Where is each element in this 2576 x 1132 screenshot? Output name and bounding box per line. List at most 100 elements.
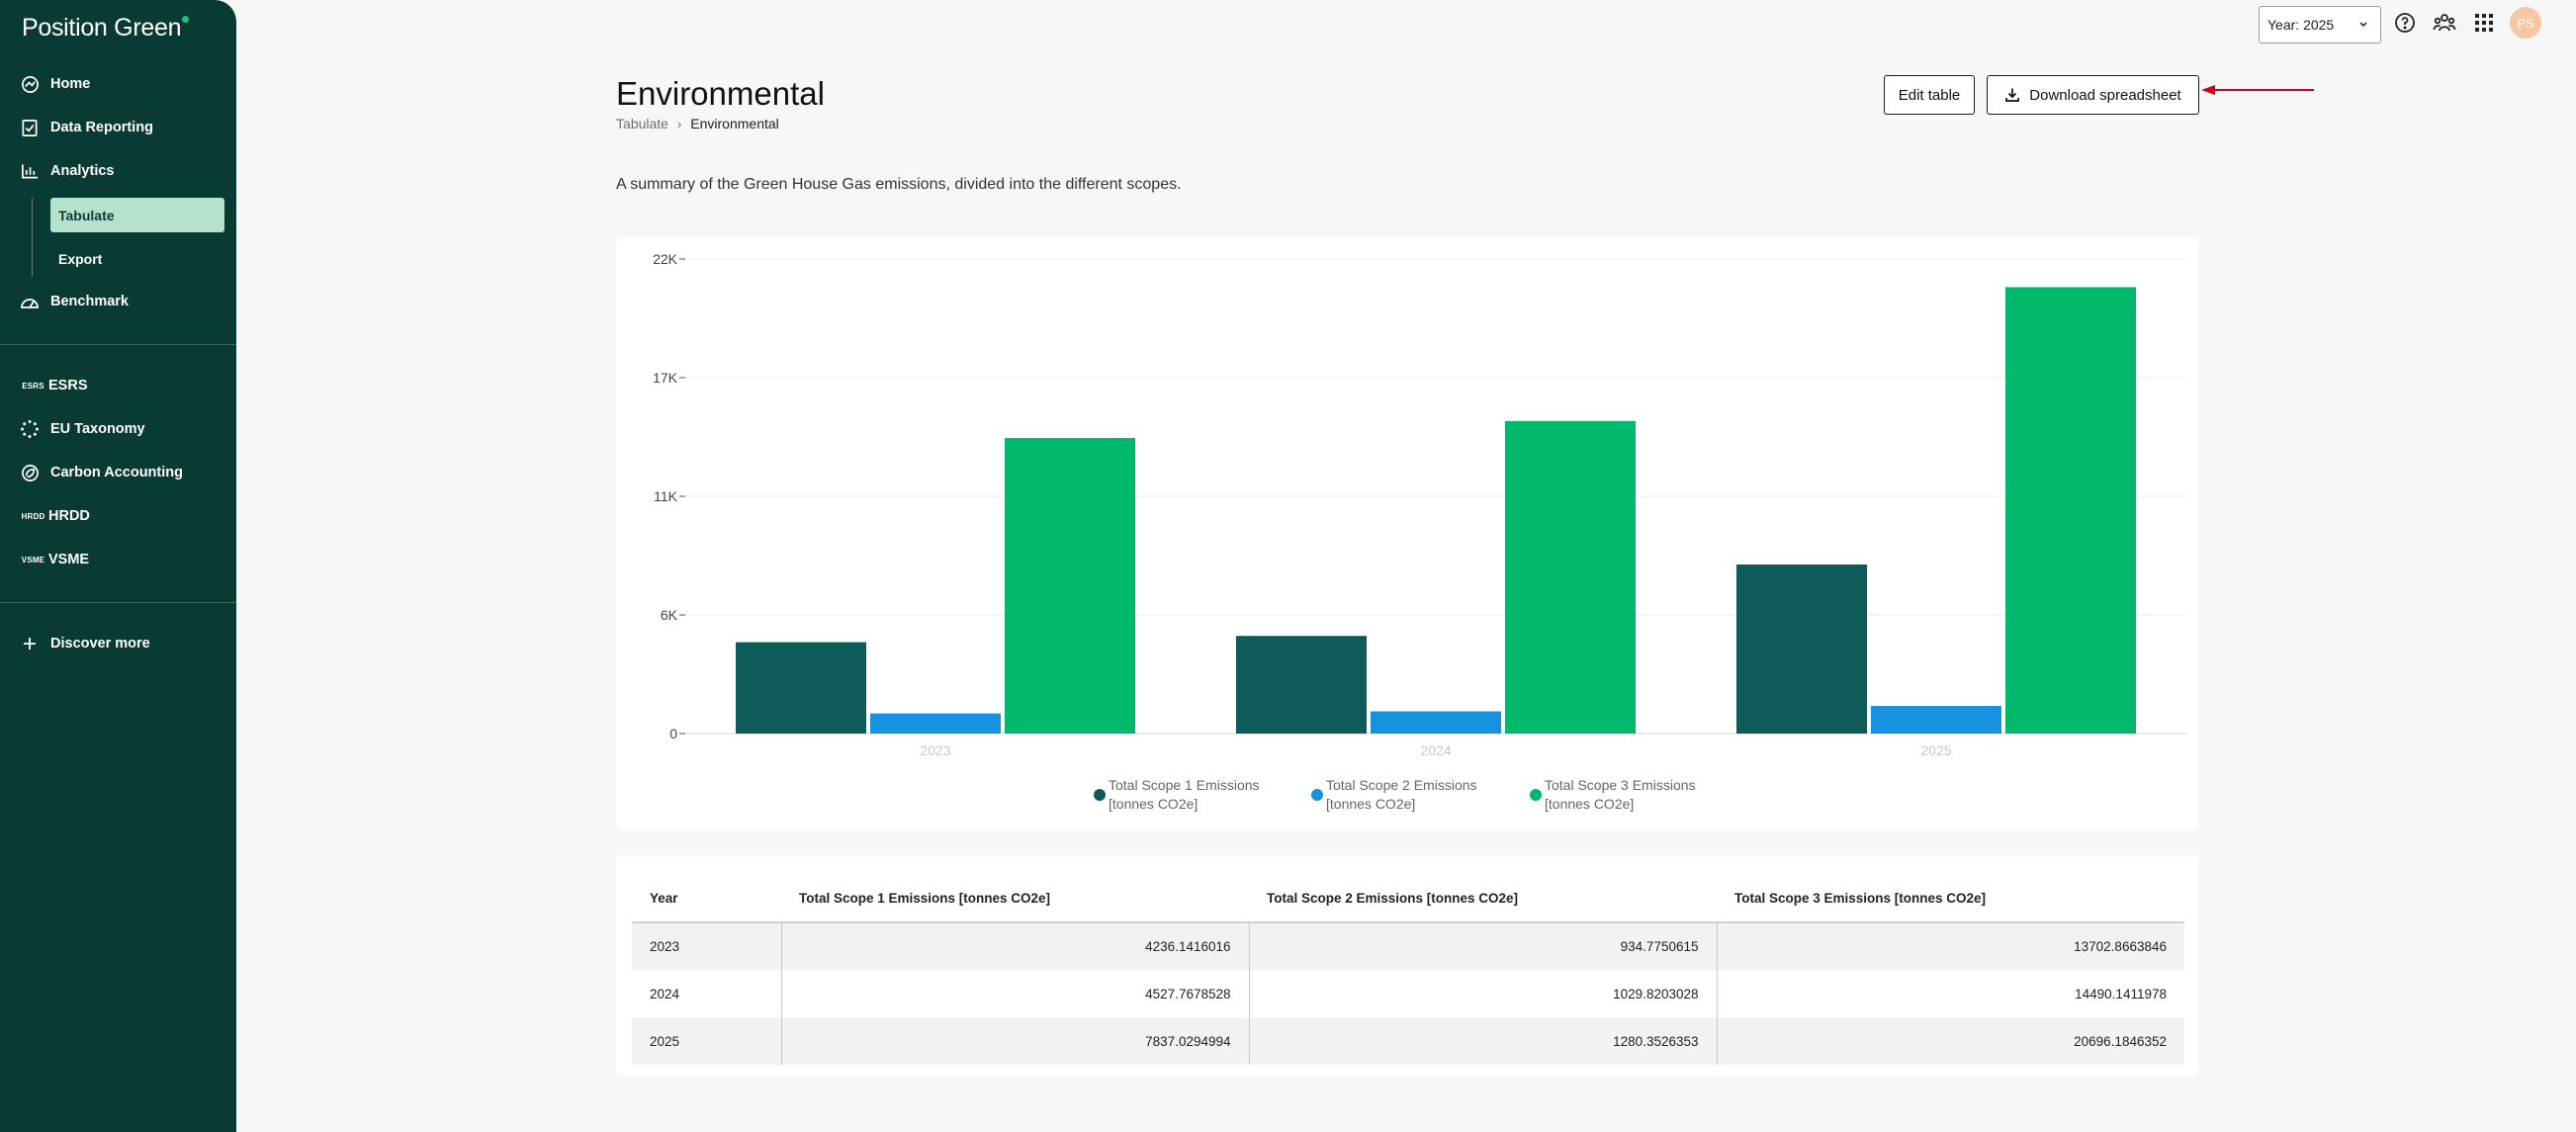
breadcrumb: Tabulate › Environmental — [616, 116, 779, 131]
sidebar-item-label: Discover more — [50, 636, 150, 652]
data-reporting-icon — [20, 118, 40, 137]
eu-taxonomy-icon — [20, 419, 40, 439]
breadcrumb-link-tabulate[interactable]: Tabulate — [616, 116, 668, 131]
emissions-table: Year Total Scope 1 Emissions [tonnes CO2… — [632, 875, 2184, 1065]
sidebar-item-discover-more[interactable]: Discover more — [0, 626, 236, 661]
sidebar-item-benchmark[interactable]: Benchmark — [0, 284, 236, 319]
table-cell: 14490.1411978 — [1716, 970, 2184, 1017]
y-tick-label: 11K — [654, 488, 678, 504]
legend-item-scope1[interactable]: Total Scope 1 Emissions [tonnes CO2e] — [1094, 776, 1277, 814]
table-cell: 2023 — [632, 922, 781, 970]
x-tick-label: 2024 — [1420, 742, 1451, 758]
legend-swatch — [1530, 789, 1542, 801]
bar-2023-series-3 — [1005, 438, 1135, 734]
column-header[interactable]: Total Scope 2 Emissions [tonnes CO2e] — [1249, 875, 1717, 923]
page-title: Environmental — [616, 75, 825, 112]
x-tick-label: 2023 — [920, 742, 950, 758]
sidebar-item-label: EU Taxonomy — [50, 421, 145, 437]
legend-label: Total Scope 3 Emissions [tonnes CO2e] — [1545, 777, 1696, 812]
edit-table-button[interactable]: Edit table — [1884, 75, 1975, 115]
sidebar-item-eu-taxonomy[interactable]: EU Taxonomy — [0, 411, 236, 447]
help-icon[interactable] — [2392, 10, 2418, 36]
sidebar-item-carbon-accounting[interactable]: Carbon Accounting — [0, 455, 236, 490]
hrdd-icon: HRDD — [21, 511, 45, 521]
avatar[interactable]: PS — [2510, 7, 2541, 39]
y-tick-label: 17K — [653, 370, 678, 386]
legend-swatch — [1311, 789, 1323, 801]
download-spreadsheet-button[interactable]: Download spreadsheet — [1987, 75, 2199, 115]
download-icon — [2004, 87, 2020, 103]
home-icon — [20, 74, 40, 94]
sidebar-item-label: Data Reporting — [50, 120, 153, 135]
bar-2023-series-1 — [736, 642, 866, 734]
sidebar-item-home[interactable]: Home — [0, 66, 236, 102]
submenu-line — [32, 198, 33, 277]
legend-label: Total Scope 2 Emissions [tonnes CO2e] — [1326, 777, 1477, 812]
chart-card: 0 6K 11K 17K 22K 2023 2024 2025 Total Scope 1 E… — [616, 237, 2198, 830]
analytics-icon — [20, 161, 40, 181]
plus-icon — [20, 634, 40, 653]
year-select-value: Year: 2025 — [2267, 17, 2335, 33]
column-header[interactable]: Year — [632, 875, 781, 923]
table-cell: 2024 — [632, 970, 781, 1017]
table-row: 2025 7837.0294994 1280.3526353 20696.184… — [632, 1017, 2184, 1065]
carbon-accounting-icon — [20, 463, 40, 482]
table-cell: 1280.3526353 — [1248, 1017, 1717, 1065]
y-tick-label: 6K — [661, 607, 678, 623]
sidebar-item-esrs[interactable]: ESRS ESRS — [0, 368, 236, 403]
bar-2024-series-2 — [1371, 711, 1501, 734]
sidebar: Position Green Home Data Reporting Analy… — [0, 0, 236, 1132]
column-header[interactable]: Total Scope 3 Emissions [tonnes CO2e] — [1717, 875, 2184, 923]
sidebar-item-label: ESRS — [48, 378, 88, 393]
bar-2025-series-1 — [1736, 565, 1867, 734]
sidebar-item-label: Home — [50, 76, 91, 92]
emissions-bar-chart: 0 6K 11K 17K 22K 2023 2024 2025 — [653, 251, 2186, 758]
bar-2025-series-2 — [1871, 706, 2001, 734]
sidebar-subitem-export[interactable]: Export — [58, 250, 103, 267]
apps-grid-icon[interactable] — [2471, 10, 2497, 36]
sidebar-divider — [0, 602, 236, 603]
table-cell: 20696.1846352 — [1716, 1017, 2184, 1065]
chevron-down-icon — [2357, 17, 2369, 33]
sidebar-item-hrdd[interactable]: HRDD HRDD — [0, 498, 236, 534]
y-tick-label: 0 — [669, 726, 677, 741]
benchmark-icon — [20, 292, 40, 311]
bar-2024-series-1 — [1236, 636, 1367, 734]
sidebar-item-label: HRDD — [48, 508, 90, 524]
page-description: A summary of the Green House Gas emissio… — [616, 176, 1182, 193]
sidebar-item-label: Carbon Accounting — [50, 465, 183, 480]
breadcrumb-current: Environmental — [690, 116, 779, 131]
sidebar-item-analytics[interactable]: Analytics — [0, 153, 236, 189]
table-cell: 4527.7678528 — [780, 970, 1249, 1017]
sidebar-item-label: Benchmark — [50, 294, 129, 309]
table-row: 2023 4236.1416016 934.7750615 13702.8663… — [632, 922, 2184, 970]
sidebar-subitem-tabulate[interactable]: Tabulate — [50, 198, 224, 232]
table-cell: 7837.0294994 — [780, 1017, 1249, 1065]
legend-swatch — [1094, 789, 1106, 801]
legend-item-scope3[interactable]: Total Scope 3 Emissions [tonnes CO2e] — [1530, 776, 1713, 814]
community-icon[interactable] — [2432, 10, 2457, 36]
bar-2023-series-2 — [870, 713, 1001, 734]
table-cell: 934.7750615 — [1248, 922, 1717, 970]
brand-logo[interactable]: Position Green — [22, 14, 190, 43]
vsme-icon: VSME — [21, 555, 45, 565]
table-row: 2024 4527.7678528 1029.8203028 14490.141… — [632, 970, 2184, 1017]
legend-label: Total Scope 1 Emissions [tonnes CO2e] — [1109, 777, 1260, 812]
sidebar-item-vsme[interactable]: VSME VSME — [0, 542, 236, 577]
table-card: Year Total Scope 1 Emissions [tonnes CO2… — [616, 855, 2198, 1076]
bar-2024-series-3 — [1505, 420, 1636, 734]
table-cell: 1029.8203028 — [1248, 970, 1717, 1017]
sidebar-item-label: Analytics — [50, 163, 115, 179]
chevron-right-icon: › — [676, 116, 682, 131]
legend-item-scope2[interactable]: Total Scope 2 Emissions [tonnes CO2e] — [1311, 776, 1494, 814]
sidebar-item-data-reporting[interactable]: Data Reporting — [0, 110, 236, 145]
year-select[interactable]: Year: 2025 — [2259, 6, 2381, 44]
x-tick-label: 2025 — [1920, 742, 1951, 758]
table-cell: 13702.8663846 — [1716, 922, 2184, 970]
column-header[interactable]: Total Scope 1 Emissions [tonnes CO2e] — [781, 875, 1249, 923]
sidebar-item-label: VSME — [48, 552, 90, 567]
table-header-row: Year Total Scope 1 Emissions [tonnes CO2… — [632, 875, 2184, 923]
y-tick-label: 22K — [653, 251, 678, 267]
bar-2025-series-3 — [2005, 287, 2136, 734]
table-cell: 2025 — [632, 1017, 781, 1065]
